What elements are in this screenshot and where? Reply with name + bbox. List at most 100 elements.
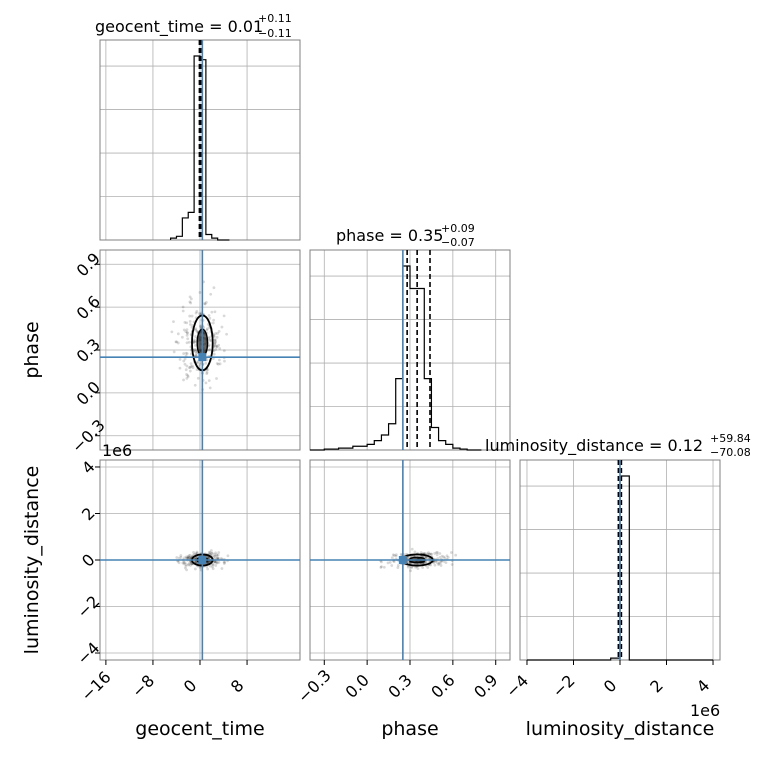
sample-point bbox=[210, 552, 214, 555]
sample-point bbox=[225, 332, 228, 336]
sample-point bbox=[419, 551, 423, 554]
sample-point bbox=[433, 552, 437, 555]
sample-point bbox=[183, 357, 187, 361]
sample-point bbox=[214, 332, 217, 335]
sample-point bbox=[216, 362, 220, 366]
sample-point bbox=[184, 555, 188, 559]
sample-point bbox=[186, 375, 190, 379]
sample-point bbox=[182, 359, 186, 363]
sample-point bbox=[413, 550, 417, 554]
sample-point bbox=[392, 553, 396, 557]
sample-point bbox=[213, 343, 217, 346]
sample-point bbox=[428, 552, 432, 556]
sample-point bbox=[177, 556, 181, 560]
sample-point bbox=[182, 328, 186, 332]
sample-point bbox=[185, 331, 189, 334]
sample-point bbox=[189, 365, 193, 368]
sample-point bbox=[220, 325, 224, 329]
y-tick-label-phase: 0.6 bbox=[73, 292, 104, 323]
sample-point bbox=[392, 560, 396, 563]
x-tick-label-luminosity_distance: −4 bbox=[502, 671, 532, 701]
sample-point bbox=[430, 552, 434, 556]
sample-point bbox=[210, 551, 214, 555]
sample-point bbox=[211, 562, 215, 566]
offset-label-y: 1e6 bbox=[102, 441, 132, 460]
sample-point bbox=[213, 560, 217, 564]
sample-point bbox=[207, 343, 211, 347]
sample-point bbox=[396, 564, 400, 567]
sample-point bbox=[427, 552, 431, 556]
sample-point bbox=[394, 554, 398, 558]
sample-point bbox=[194, 335, 197, 338]
truth-marker bbox=[198, 556, 207, 564]
panel-frame bbox=[309, 249, 511, 451]
truth-marker bbox=[198, 353, 207, 362]
sample-point bbox=[194, 552, 197, 556]
sample-point bbox=[213, 342, 217, 346]
sample-point bbox=[432, 561, 436, 565]
sample-point bbox=[380, 565, 383, 569]
sample-point bbox=[186, 556, 189, 560]
sample-point bbox=[213, 554, 216, 558]
sample-point bbox=[213, 338, 217, 342]
sample-point bbox=[379, 566, 383, 569]
sample-point bbox=[203, 302, 207, 306]
sample-point bbox=[211, 563, 215, 567]
sample-point bbox=[386, 561, 390, 565]
sample-point bbox=[437, 563, 440, 566]
x-tick-label-luminosity_distance: −2 bbox=[549, 671, 579, 701]
sample-point bbox=[192, 551, 195, 554]
ylabel-luminosity-distance: luminosity_distance bbox=[21, 466, 43, 655]
x-tick-label-luminosity_distance: 4 bbox=[693, 676, 714, 697]
sample-point bbox=[194, 328, 198, 332]
y-tick-label-phase: 0.9 bbox=[73, 249, 104, 280]
sample-point bbox=[186, 556, 189, 560]
sample-point bbox=[409, 569, 412, 573]
sample-point bbox=[390, 564, 394, 567]
sample-point bbox=[439, 564, 443, 567]
sample-point bbox=[186, 337, 190, 341]
sample-point bbox=[184, 563, 188, 566]
sample-point bbox=[213, 340, 217, 344]
xlabel-geocent-time: geocent_time bbox=[135, 718, 264, 740]
sample-point bbox=[182, 560, 186, 564]
x-tick-label-geocent_time: 0 bbox=[180, 676, 201, 697]
sample-point bbox=[222, 562, 226, 565]
sample-point bbox=[207, 379, 211, 383]
sample-point bbox=[194, 353, 198, 357]
sample-point bbox=[185, 341, 189, 345]
sample-point bbox=[190, 325, 194, 329]
sample-point bbox=[216, 331, 219, 335]
sample-point bbox=[388, 561, 392, 564]
sample-point bbox=[183, 556, 186, 560]
sample-point bbox=[424, 556, 428, 560]
sample-point bbox=[210, 310, 214, 314]
sample-point bbox=[178, 357, 182, 361]
sample-point bbox=[213, 555, 217, 558]
sample-point bbox=[198, 566, 202, 569]
sample-point bbox=[213, 310, 217, 314]
sample-point bbox=[222, 560, 226, 564]
sample-point bbox=[380, 560, 383, 564]
x-tick-label-geocent_time: −8 bbox=[128, 671, 158, 701]
sample-point bbox=[190, 562, 193, 566]
sample-point bbox=[182, 352, 186, 355]
sample-point bbox=[183, 561, 187, 565]
sample-point bbox=[214, 347, 218, 351]
sample-point bbox=[216, 556, 220, 560]
sample-point bbox=[208, 316, 212, 320]
title-geocent-time: geocent_time = 0.01 bbox=[95, 17, 263, 37]
sample-point bbox=[215, 554, 219, 558]
histogram-geocent_time bbox=[169, 55, 230, 241]
sample-point bbox=[435, 551, 438, 554]
sample-point bbox=[421, 566, 425, 569]
sample-point bbox=[427, 551, 430, 555]
sample-point bbox=[429, 552, 433, 556]
sample-point bbox=[217, 551, 221, 554]
sample-point bbox=[175, 556, 179, 559]
sample-point bbox=[185, 352, 189, 356]
sample-point bbox=[185, 333, 189, 337]
sample-point bbox=[197, 312, 201, 315]
sample-point bbox=[444, 561, 448, 565]
sample-point bbox=[185, 364, 189, 368]
